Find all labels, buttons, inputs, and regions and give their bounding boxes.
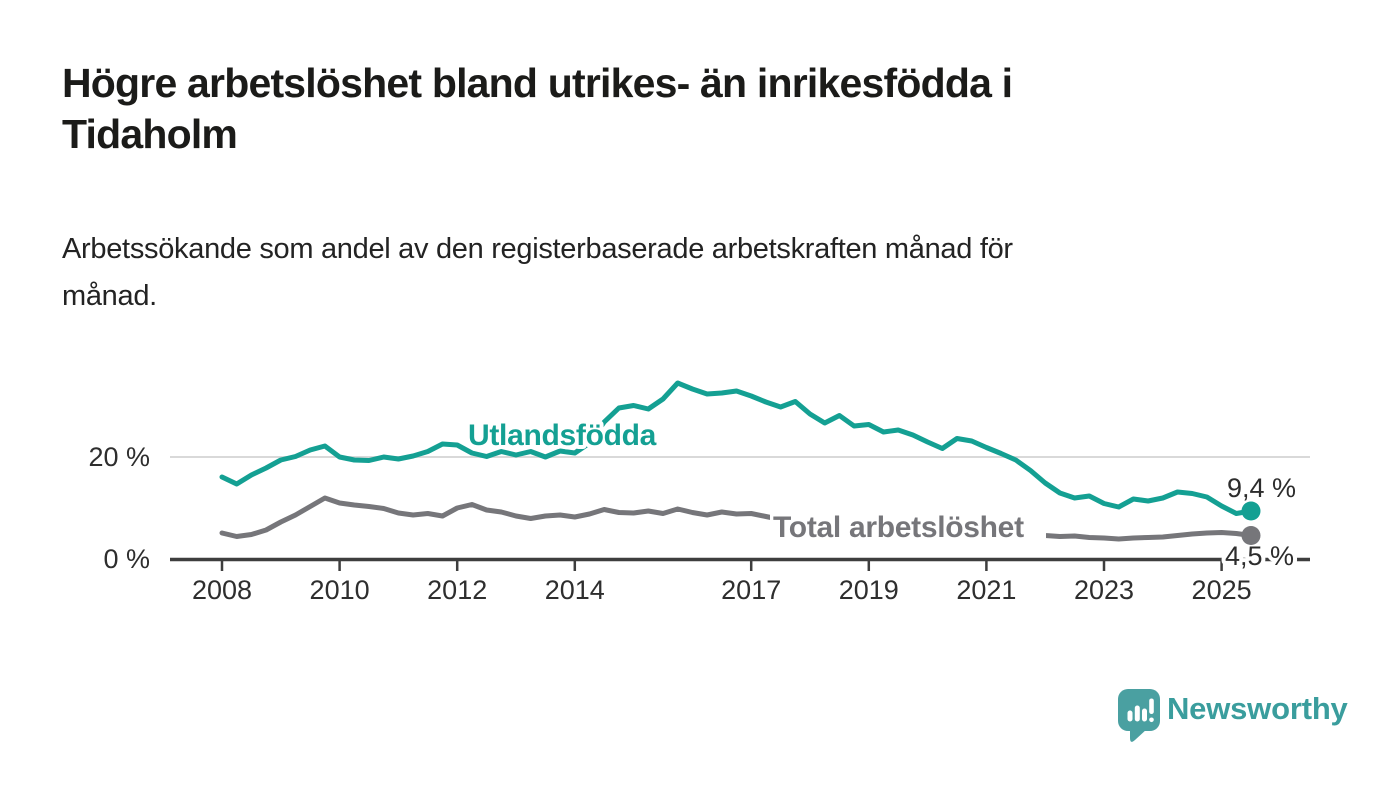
- x-tick-label: 2025: [1192, 575, 1252, 605]
- chart-subtitle: Arbetssökande som andel av den registerb…: [62, 226, 1342, 320]
- newsworthy-logo-text: Newsworthy: [1167, 691, 1348, 726]
- line-utlandsfodda: [219, 380, 1254, 516]
- end-value-label-utlandsfodda: 9,4 %: [1227, 473, 1296, 503]
- x-tick-label: 2010: [310, 575, 370, 605]
- y-axis-label-0: 0 %: [103, 544, 150, 574]
- series-label-utlandsfodda: Utlandsfödda: [468, 419, 657, 452]
- x-tick-label: 2012: [427, 575, 487, 605]
- newsworthy-logo-icon: [1118, 689, 1160, 742]
- chart-title: Högre arbetslöshet bland utrikes- än inr…: [62, 58, 1322, 160]
- x-tick-label: 2019: [839, 575, 899, 605]
- endpoint-dot-utlandsfodda: [1241, 501, 1261, 521]
- x-tick-label: 2023: [1074, 575, 1134, 605]
- end-value-label-total: 4,5 %: [1225, 541, 1294, 571]
- endpoint-dot-total: [1241, 526, 1261, 545]
- bar-chart-glyph: [1127, 698, 1154, 723]
- chart-subtitle-line-2: månad.: [62, 280, 157, 312]
- total-label-background: [770, 501, 1046, 538]
- chart-title-line-1: Högre arbetslöshet bland utrikes- än inr…: [62, 60, 1013, 106]
- speech-bubble-tail: [1130, 729, 1147, 742]
- series-label-total-arbetsloshet: Total arbetslöshet: [773, 511, 1024, 544]
- y-axis-label-20: 20 %: [88, 442, 150, 472]
- chart-title-line-2: Tidaholm: [62, 111, 238, 157]
- x-tick-label: 2017: [721, 575, 781, 605]
- x-tick-label: 2021: [956, 575, 1016, 605]
- line-total-arbetsloshet: [219, 495, 1254, 542]
- x-tick-label: 2014: [545, 575, 605, 605]
- chart-subtitle-line-1: Arbetssökande som andel av den registerb…: [62, 233, 1013, 265]
- unemployment-line-chart: 20 % 0 % Total arbetslöshet Utlandsfödda…: [88, 380, 1310, 605]
- x-axis-ticks: 2008 2010 2012 2014 2017 2019 2021 2023 2025: [192, 560, 1252, 605]
- x-tick-label: 2008: [192, 575, 252, 605]
